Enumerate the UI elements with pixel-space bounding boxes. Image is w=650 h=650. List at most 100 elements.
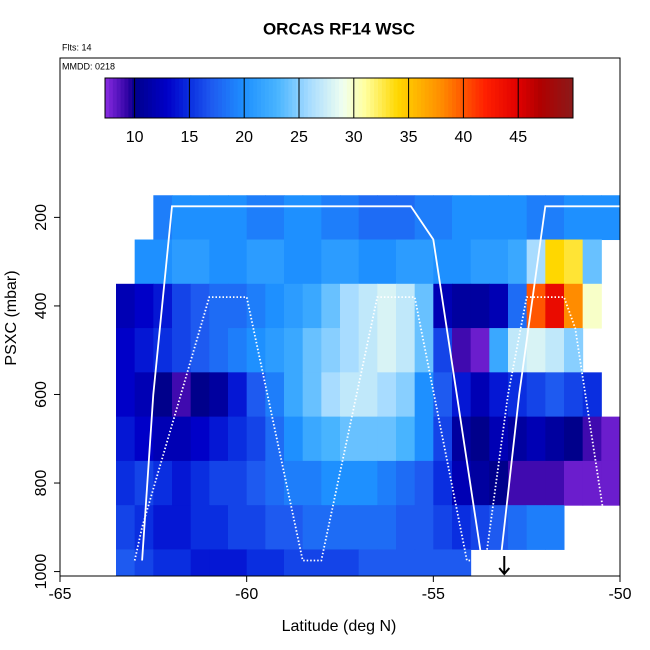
colorbar-swatch (245, 78, 250, 118)
heat-cell (321, 283, 341, 329)
heat-cell (470, 328, 490, 373)
y-tick-label: 1000 (33, 554, 50, 590)
heat-cell (358, 195, 378, 241)
colorbar-swatch (385, 78, 391, 118)
heat-cell (564, 416, 584, 462)
colorbar-swatch (167, 78, 172, 118)
colorbar-swatch (284, 78, 289, 118)
heat-cell (582, 239, 602, 285)
heat-cell (452, 460, 472, 506)
heat-cell (452, 328, 472, 373)
heat-cell (526, 372, 546, 418)
colorbar-swatch (456, 78, 461, 118)
heat-cell (508, 328, 528, 373)
heat-cell (433, 549, 453, 576)
heat-cell (116, 505, 136, 550)
heat-cell (134, 328, 154, 373)
heat-cell (470, 372, 490, 418)
colorbar-swatch (475, 78, 480, 118)
colorbar-swatch (428, 78, 434, 118)
heat-cell (526, 416, 546, 462)
colorbar-swatch (218, 78, 223, 118)
heat-cell (470, 505, 490, 550)
colorbar-swatch (498, 78, 504, 118)
heat-cell (153, 239, 173, 285)
colorbar-swatch (300, 78, 305, 118)
colorbar-swatch (487, 78, 492, 118)
heat-cell (377, 195, 397, 241)
heat-cell (489, 195, 509, 241)
colorbar-swatch (526, 78, 531, 118)
heat-cell (190, 460, 210, 506)
heat-cell (246, 460, 266, 506)
colorbar-swatch (417, 78, 422, 118)
heat-cell (190, 328, 210, 373)
heat-cell (284, 549, 304, 576)
colorbar-swatch (183, 78, 188, 118)
colorbar-swatch (288, 78, 293, 118)
colorbar-swatch (155, 78, 161, 118)
colorbar-swatch (342, 78, 348, 118)
heat-cell (358, 328, 378, 373)
heat-cell (452, 239, 472, 285)
heat-cell (414, 505, 434, 550)
colorbar-swatch (463, 78, 469, 118)
heat-cell (489, 283, 509, 329)
heat-cell (134, 283, 154, 329)
heat-cell (470, 239, 490, 285)
heat-cell (414, 195, 434, 241)
colorbar-tick-label: 25 (290, 129, 308, 146)
heat-cell (545, 505, 565, 550)
heat-cell (340, 549, 360, 576)
colorbar-swatch (163, 78, 168, 118)
y-axis-label: PSXC (mbar) (3, 270, 20, 365)
colorbar-tick-label: 35 (400, 129, 418, 146)
heat-cell (452, 505, 472, 550)
heat-cell (489, 460, 509, 506)
colorbar-swatch (171, 78, 176, 118)
heat-cell (153, 460, 173, 506)
colorbar-swatch (261, 78, 266, 118)
heat-cell (414, 416, 434, 462)
colorbar-swatch (202, 78, 207, 118)
heat-cell (377, 328, 397, 373)
heat-cell (209, 195, 229, 241)
heat-cell (470, 460, 490, 506)
colorbar-swatch (440, 78, 445, 118)
heat-cell (489, 239, 509, 285)
heat-cell (508, 460, 528, 506)
heat-cell (246, 505, 266, 550)
colorbar-swatch (452, 78, 457, 118)
colorbar-swatch (280, 78, 285, 118)
heat-cell (246, 549, 266, 576)
colorbar-swatch (198, 78, 203, 118)
heat-cell (470, 195, 490, 241)
colorbar-swatch (424, 78, 430, 118)
heat-cell (134, 239, 154, 285)
colorbar-swatch (331, 78, 336, 118)
heat-cell (545, 416, 565, 462)
colorbar-swatch (249, 78, 254, 118)
heat-cell (452, 195, 472, 241)
colorbar-swatch (311, 78, 317, 118)
colorbar-swatch (565, 78, 570, 118)
heat-cell (396, 239, 416, 285)
heat-cell (116, 328, 136, 373)
colorbar-swatch (444, 78, 449, 118)
heat-cell (116, 372, 136, 418)
heat-cell (190, 416, 210, 462)
chart-title: ORCAS RF14 WSC (263, 19, 415, 38)
heat-cell (134, 460, 154, 506)
colorbar-swatch (358, 78, 363, 118)
heat-cell (470, 416, 490, 462)
colorbar-swatch (467, 78, 473, 118)
colorbar-swatch (459, 78, 465, 118)
heat-cell (377, 239, 397, 285)
heat-cell (246, 239, 266, 285)
colorbar-swatch (128, 78, 133, 118)
heat-cell (433, 195, 453, 241)
heat-cell (172, 505, 192, 550)
heat-cell (228, 372, 248, 418)
colorbar-swatch (303, 78, 309, 118)
heat-cell (414, 460, 434, 506)
